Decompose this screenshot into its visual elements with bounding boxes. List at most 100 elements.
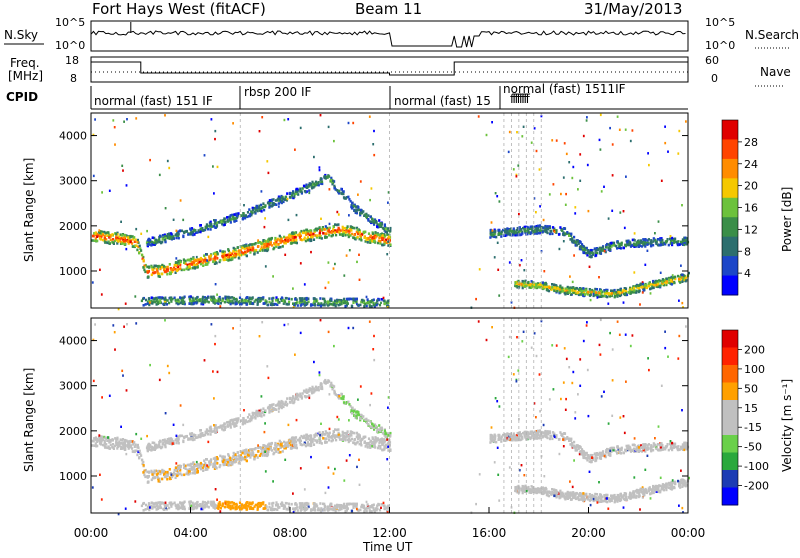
power-echo [306, 229, 308, 232]
power-echo [382, 234, 384, 237]
velocity-echo [263, 414, 265, 417]
power-echo [539, 168, 541, 170]
velocity-echo [180, 466, 182, 469]
velocity-echo [377, 438, 379, 441]
power-echo [351, 305, 353, 308]
power-echo [602, 249, 604, 252]
velocity-echo [385, 436, 387, 439]
power-echo [625, 129, 627, 131]
power-echo [207, 296, 209, 299]
velocity-echo [379, 445, 381, 448]
power-echo [342, 193, 344, 196]
power-echo [146, 230, 148, 232]
power-echo [133, 236, 135, 239]
velocity-echo [216, 429, 218, 432]
velocity-echo [262, 411, 264, 414]
power-echo [219, 259, 221, 262]
power-echo [597, 296, 599, 298]
power-echo [292, 302, 294, 305]
power-echo [596, 288, 598, 291]
velocity-echo [143, 474, 145, 477]
power-echo [382, 237, 384, 240]
power-echo [379, 304, 381, 307]
power-echo [357, 236, 359, 239]
power-echo [287, 118, 289, 120]
velocity-echo [315, 389, 317, 392]
power-echo [526, 285, 528, 287]
power-echo [530, 226, 532, 229]
power-echo [682, 277, 684, 280]
power-echo [681, 204, 683, 206]
velocity-echo [214, 458, 216, 461]
noise-panel-frame [91, 21, 688, 51]
power-echo [527, 281, 529, 284]
power-echo [316, 234, 318, 237]
power-echo [325, 232, 327, 235]
power-echo [186, 268, 188, 271]
power-echo [319, 169, 321, 171]
power-echo [249, 251, 251, 254]
power-echo [558, 233, 560, 236]
power-echo [632, 129, 634, 131]
power-echo [372, 143, 374, 145]
velocity-echo [272, 453, 274, 456]
power-echo [234, 255, 236, 258]
power-echo [612, 143, 614, 145]
velocity-echo [191, 468, 193, 471]
power-echo [648, 282, 650, 285]
power-echo [145, 303, 147, 306]
velocity-echo [310, 444, 312, 447]
power-echo [334, 263, 336, 265]
power-echo [648, 285, 650, 288]
power-echo [583, 135, 585, 137]
power-echo [685, 279, 687, 282]
power-echo [619, 129, 621, 131]
velocity-echo [238, 462, 240, 465]
power-echo [179, 267, 181, 270]
velocity-echo [168, 441, 170, 444]
power-echo [192, 300, 194, 303]
power-echo [497, 269, 499, 271]
power-echo [633, 243, 635, 246]
velocity-echo [323, 433, 325, 436]
power-echo [224, 258, 226, 261]
power-echo [650, 292, 652, 294]
velocity-echo [330, 508, 332, 511]
velocity-echo [247, 505, 249, 508]
velocity-echo [136, 446, 138, 449]
power-echo [130, 236, 132, 239]
power-echo [194, 229, 196, 232]
power-echo [204, 154, 206, 156]
power-echo [338, 190, 340, 193]
power-echo [288, 235, 290, 238]
power-echo [314, 297, 316, 300]
velocity-echo [211, 430, 213, 433]
power-echo [513, 227, 515, 230]
power-echo [378, 223, 380, 226]
velocity-echo [187, 464, 189, 467]
velocity-echo [239, 501, 241, 504]
velocity-echo [112, 446, 114, 449]
velocity-echo [202, 469, 204, 472]
power-echo [380, 302, 382, 304]
velocity-echo [383, 445, 385, 448]
power-echo [192, 257, 194, 260]
power-echo [328, 234, 330, 237]
power-echo [192, 267, 194, 270]
power-echo [257, 251, 259, 254]
velocity-echo [365, 443, 367, 446]
power-echo [612, 290, 614, 293]
velocity-echo [183, 474, 185, 477]
power-echo [589, 294, 591, 297]
power-echo [343, 190, 345, 193]
power-echo [291, 192, 293, 195]
power-echo [356, 303, 358, 305]
colorbar-tick-label: 16 [744, 202, 758, 215]
power-echo [154, 271, 156, 274]
power-echo [252, 302, 254, 305]
power-echo [163, 303, 165, 306]
power-echo [604, 295, 606, 298]
velocity-echo [186, 473, 188, 476]
power-echo [168, 236, 170, 239]
power-echo [624, 293, 626, 296]
